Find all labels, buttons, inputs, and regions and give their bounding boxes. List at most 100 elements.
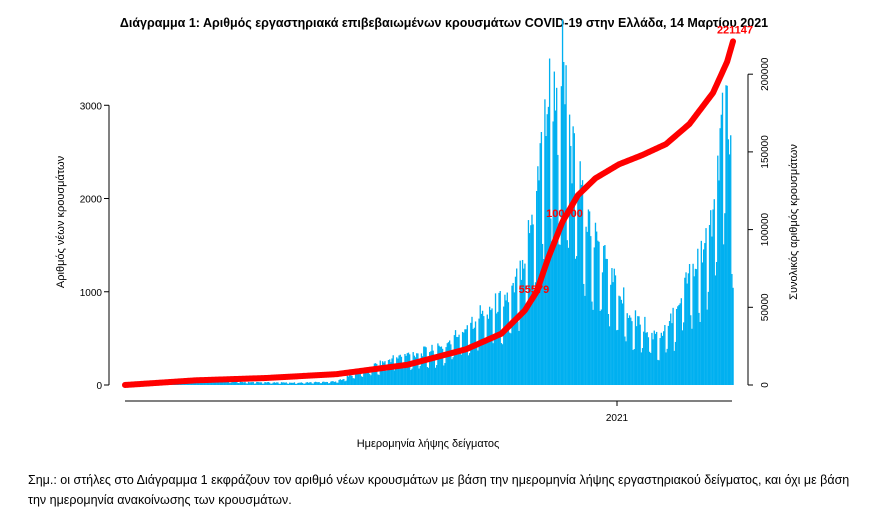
bar	[524, 263, 526, 385]
bar	[421, 356, 424, 385]
bar	[658, 360, 660, 385]
bar	[197, 382, 199, 385]
bar	[437, 343, 439, 385]
bar	[498, 292, 500, 385]
bar	[584, 295, 586, 385]
bar	[590, 236, 592, 385]
bar	[492, 343, 494, 385]
bar	[324, 382, 326, 385]
bar	[517, 321, 519, 385]
bar	[601, 272, 604, 385]
bar	[631, 321, 633, 385]
bar	[635, 326, 638, 385]
bar	[614, 275, 617, 385]
bar	[383, 362, 385, 385]
bar	[721, 92, 724, 385]
bar	[557, 154, 559, 385]
bar	[336, 382, 338, 385]
bar	[282, 382, 284, 385]
bar	[458, 334, 460, 385]
bar	[628, 315, 631, 385]
bar	[581, 180, 584, 385]
bar	[640, 352, 643, 385]
bar	[600, 309, 603, 385]
bar	[561, 19, 564, 385]
bar	[717, 155, 719, 385]
bar	[672, 307, 674, 385]
bar	[586, 231, 588, 385]
bar	[725, 85, 727, 385]
bar	[506, 292, 508, 385]
bar	[700, 240, 702, 385]
bar	[518, 330, 520, 385]
bar	[730, 135, 732, 385]
bar	[464, 329, 466, 385]
bar	[493, 339, 496, 385]
bar	[436, 365, 438, 385]
bar	[644, 316, 646, 385]
bar	[379, 360, 381, 385]
bar	[546, 114, 548, 386]
bar	[574, 258, 577, 385]
bar	[420, 353, 423, 385]
bar	[337, 382, 339, 385]
left-tick-label: 1000	[80, 288, 103, 299]
bar	[680, 298, 682, 385]
bar	[343, 379, 345, 385]
bar	[695, 269, 698, 385]
bar	[610, 284, 612, 385]
bar	[339, 379, 341, 385]
bar	[338, 379, 340, 385]
x-axis-label: Ημερομηνία λήψης δείγματος	[357, 438, 500, 450]
bar	[467, 355, 470, 385]
bar	[625, 341, 627, 385]
bar	[510, 333, 512, 385]
bar	[503, 306, 505, 385]
bar	[441, 348, 444, 385]
bar	[316, 382, 318, 385]
bar	[257, 381, 259, 385]
bar	[349, 374, 351, 385]
bar	[558, 244, 560, 385]
bar	[238, 383, 240, 385]
bar	[250, 382, 252, 385]
bar	[677, 306, 679, 385]
bar	[710, 210, 712, 385]
bar	[665, 352, 667, 385]
bar	[243, 382, 245, 385]
bar	[347, 376, 350, 385]
bar	[731, 273, 733, 385]
bar	[334, 381, 337, 385]
bar	[384, 361, 386, 385]
bar	[262, 383, 264, 385]
bar	[287, 383, 290, 385]
bar	[399, 354, 401, 385]
bar	[633, 349, 635, 385]
bar	[470, 322, 472, 385]
bar	[274, 382, 277, 385]
bar	[359, 370, 361, 385]
bar	[720, 114, 722, 385]
bar	[376, 363, 378, 385]
bar	[551, 241, 553, 385]
bar	[227, 380, 230, 385]
bar	[289, 382, 291, 385]
bar	[410, 369, 412, 385]
bar	[304, 383, 306, 385]
bar	[519, 260, 521, 385]
bar	[309, 382, 311, 385]
bar	[708, 225, 711, 385]
bar	[532, 224, 534, 385]
bar	[351, 375, 353, 385]
bar	[370, 375, 372, 385]
bar	[516, 268, 518, 385]
bar	[305, 382, 307, 385]
bar	[237, 382, 239, 385]
bar	[272, 382, 274, 385]
bar	[225, 380, 227, 385]
bar	[270, 383, 272, 385]
bar	[686, 283, 688, 385]
bar	[254, 383, 257, 385]
bar	[591, 301, 593, 385]
bar	[719, 128, 721, 385]
